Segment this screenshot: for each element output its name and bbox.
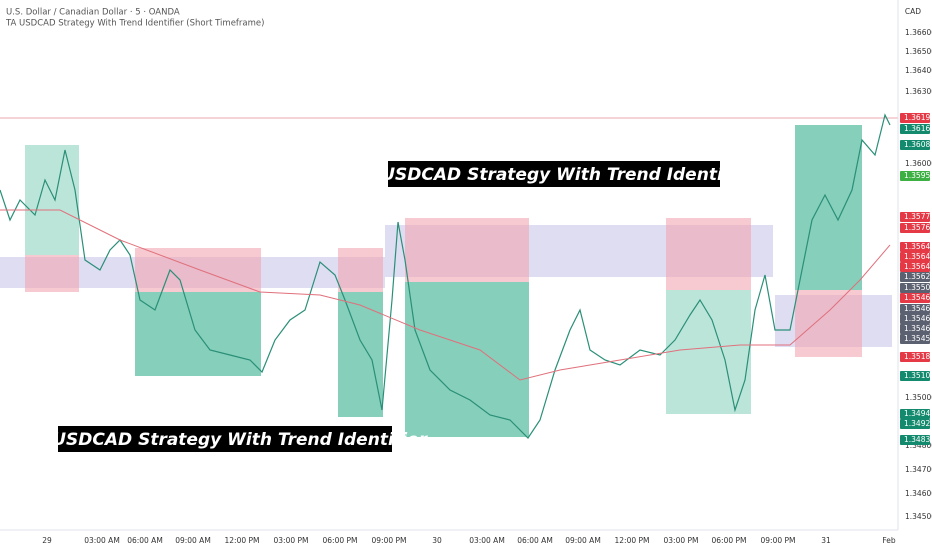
zone: [405, 218, 529, 282]
price-tag: [900, 352, 930, 362]
time-axis-label: 12:00 PM: [225, 536, 260, 545]
price-tag-label: 1.34833: [904, 435, 932, 444]
price-tag-label: 1.35465: [904, 304, 932, 313]
price-tag: [900, 252, 930, 262]
price-tag: [900, 171, 930, 181]
price-tag: [900, 314, 930, 324]
trend-line: [0, 209, 891, 381]
price-tag-label: 1.35503: [904, 283, 932, 292]
price-tag-label: 1.35773: [904, 212, 932, 221]
price-tag-label: 1.35640: [904, 262, 932, 271]
price-axis-label: 1.36500: [905, 47, 932, 56]
price-tag-label: 1.35648: [904, 242, 932, 251]
price-tag: [900, 140, 930, 150]
price-tag: [900, 242, 930, 252]
price-tag: [900, 223, 930, 233]
time-axis-label: 06:00 AM: [127, 536, 163, 545]
price-tag-label: 1.36168: [904, 124, 932, 133]
time-axis-label: 03:00 AM: [469, 536, 505, 545]
price-axis-label: 1.35000: [905, 393, 932, 402]
time-axis-label: 03:00 PM: [664, 536, 699, 545]
time-axis-label: 03:00 PM: [274, 536, 309, 545]
price-tag-label: 1.35465: [904, 324, 932, 333]
time-axis-label: 09:00 AM: [175, 536, 211, 545]
price-tag: [900, 371, 930, 381]
price-tag: [900, 124, 930, 134]
price-tag-label: 1.35181: [904, 352, 932, 361]
time-axis-label: 09:00 AM: [565, 536, 601, 545]
price-axis-label: 1.34700: [905, 465, 932, 474]
banner-text: TA USDCAD Strategy With Trend Identifier: [352, 165, 758, 185]
time-axis-label: 30: [432, 536, 442, 545]
zone: [338, 248, 383, 292]
price-tag-label: 1.35644: [904, 252, 932, 261]
indicator-title: TA USDCAD Strategy With Trend Identifier…: [5, 19, 264, 29]
price-tag-label: 1.35952: [904, 171, 932, 180]
time-axis-label: 06:00 PM: [712, 536, 747, 545]
price-axis-label: 1.36400: [905, 66, 932, 75]
time-axis-label: Feb: [882, 536, 896, 545]
price-tag: [900, 113, 930, 123]
price-tag: [900, 272, 930, 282]
time-axis-label: 12:00 PM: [615, 536, 650, 545]
price-tag-label: 1.35768: [904, 223, 932, 232]
price-tag: [900, 409, 930, 419]
price-tag: [900, 334, 930, 344]
price-tag: [900, 419, 930, 429]
price-tag: [900, 262, 930, 272]
price-tag-label: 1.34927: [904, 419, 932, 428]
price-tag-label: 1.35100: [904, 371, 932, 380]
price-tag-label: 1.35620: [904, 272, 932, 281]
price-tag: [900, 212, 930, 222]
price-tag: [900, 324, 930, 334]
price-tag: [900, 435, 930, 445]
zone: [666, 218, 751, 290]
zone: [338, 292, 383, 417]
banner: [58, 426, 392, 452]
time-axis-label: 09:00 PM: [372, 536, 407, 545]
time-axis-label: 03:00 AM: [84, 536, 120, 545]
price-axis-label: 1.36600: [905, 28, 932, 37]
zone: [405, 282, 529, 437]
time-axis-label: 09:00 PM: [761, 536, 796, 545]
zone: [25, 145, 79, 255]
price-trace: [0, 113, 891, 439]
symbol-title: U.S. Dollar / Canadian Dollar · 5 · OAND…: [6, 8, 180, 18]
price-axis-label: 1.36000: [905, 159, 932, 168]
banner-text: TA USDCAD Strategy With Trend Identifier: [23, 430, 429, 450]
time-axis-label: 06:00 AM: [517, 536, 553, 545]
zone: [795, 290, 862, 357]
price-axis-label: 1.34500: [905, 512, 932, 521]
price-tag: [900, 283, 930, 293]
price-axis-label: 1.36300: [905, 87, 932, 96]
price-tag: [900, 293, 930, 303]
price-tag-label: 1.35465: [904, 314, 932, 323]
zone: [795, 125, 862, 290]
price-tag-label: 1.36197: [904, 113, 932, 122]
price-axis-label: 1.34800: [905, 441, 932, 450]
time-axis-label: 31: [821, 536, 831, 545]
price-tag-label: 1.34940: [904, 409, 932, 418]
price-tag: [900, 304, 930, 314]
price-tag-label: 1.36081: [904, 140, 932, 149]
price-axis-label: 1.34600: [905, 489, 932, 498]
time-axis-label: 29: [42, 536, 52, 545]
zone: [666, 290, 751, 414]
price-tag-label: 1.35454: [904, 334, 932, 343]
price-tag-label: 1.35465: [904, 293, 932, 302]
time-axis-label: 06:00 PM: [323, 536, 358, 545]
currency-label: CAD: [905, 7, 921, 16]
banner: [388, 161, 720, 187]
zone: [25, 255, 79, 292]
